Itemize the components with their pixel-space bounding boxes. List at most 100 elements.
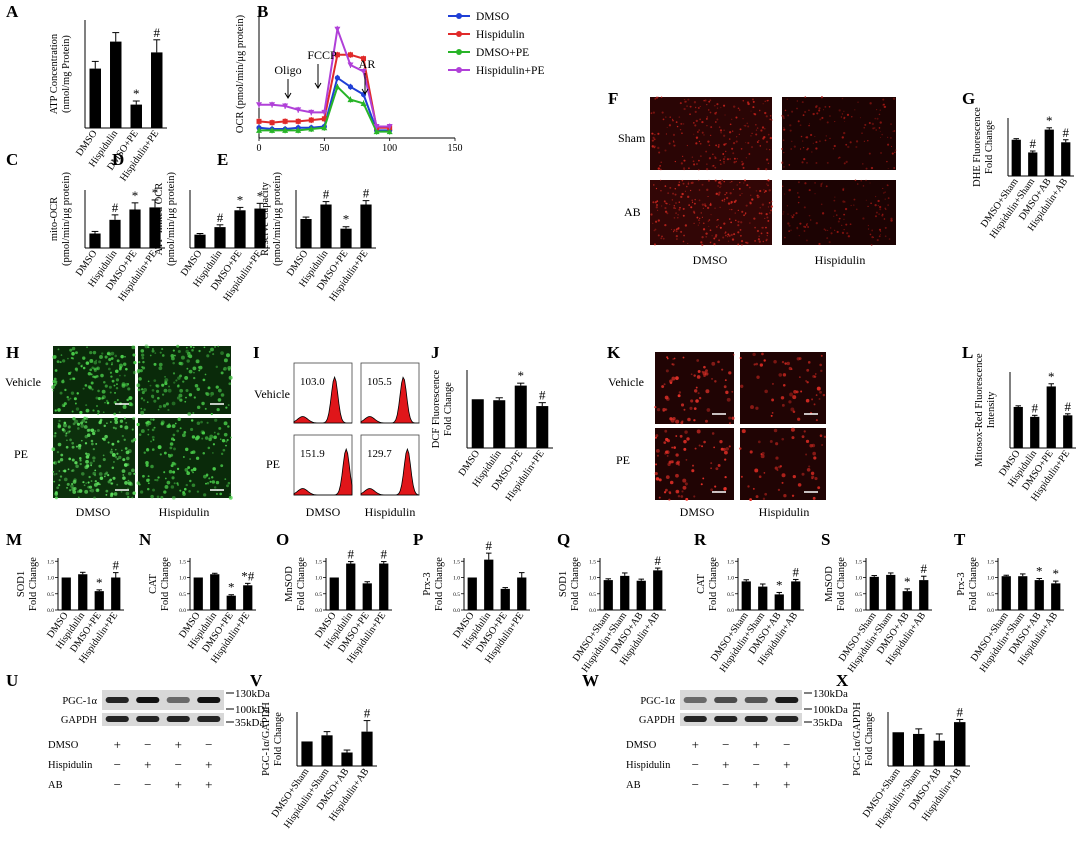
cell-dot xyxy=(686,185,688,188)
y-tick-label: 0.0 xyxy=(589,608,596,614)
cell-dot xyxy=(811,398,814,401)
cell-dot xyxy=(71,377,74,380)
cell-dot xyxy=(85,452,88,455)
cell-dot xyxy=(196,405,201,410)
cell-dot xyxy=(664,450,669,454)
cell-dot xyxy=(781,185,784,187)
cell-dot xyxy=(741,210,744,213)
cell-dot xyxy=(714,156,716,158)
cell-dot xyxy=(761,226,764,229)
cell-dot xyxy=(707,179,710,182)
significance-mark: # xyxy=(348,547,355,562)
cell-dot xyxy=(797,192,799,194)
cell-dot xyxy=(815,141,818,144)
cell-dot xyxy=(147,478,151,482)
cell-dot xyxy=(75,464,79,469)
cell-dot xyxy=(163,388,168,393)
cell-dot xyxy=(740,240,744,243)
cell-dot xyxy=(790,148,793,150)
cell-dot xyxy=(766,180,768,182)
cell-dot xyxy=(715,193,718,195)
cell-dot xyxy=(656,408,661,412)
cell-dot xyxy=(704,372,709,376)
treatment-sign: + xyxy=(175,737,182,752)
cell-dot xyxy=(731,208,733,211)
cell-dot xyxy=(701,236,704,239)
cell-dot xyxy=(713,242,716,246)
cell-dot xyxy=(680,162,683,165)
cell-dot xyxy=(111,362,113,364)
cell-dot xyxy=(878,127,881,129)
cell-dot xyxy=(871,229,874,232)
cell-dot xyxy=(162,490,167,494)
cell-dot xyxy=(759,189,762,193)
band-label: PGC-1α xyxy=(62,696,97,707)
cell-dot xyxy=(705,232,708,235)
cell-dot xyxy=(829,115,831,117)
cell-dot xyxy=(742,100,744,102)
cell-dot xyxy=(76,422,81,426)
cell-dot xyxy=(813,403,816,406)
cell-dot xyxy=(782,213,784,215)
cell-dot xyxy=(843,218,845,220)
treatment-label: Hispidulin xyxy=(48,760,93,771)
cell-dot xyxy=(653,138,656,141)
cell-dot xyxy=(739,128,742,131)
cell-dot xyxy=(874,195,877,198)
cell-dot xyxy=(675,228,678,231)
cell-dot xyxy=(709,111,712,114)
cell-dot xyxy=(72,416,76,421)
cell-dot xyxy=(82,356,86,360)
cell-dot xyxy=(815,419,818,422)
cell-dot xyxy=(680,122,683,125)
annotation-label: Oligo xyxy=(274,63,301,77)
cell-dot xyxy=(71,469,75,472)
cell-dot xyxy=(853,204,855,206)
cell-dot xyxy=(869,233,872,236)
cell-dot xyxy=(228,495,233,500)
cell-dot xyxy=(665,202,667,204)
cell-dot xyxy=(782,139,785,141)
cell-dot xyxy=(731,416,735,420)
cell-dot xyxy=(732,353,735,356)
cell-dot xyxy=(54,409,57,412)
cell-dot xyxy=(719,226,722,229)
cell-dot xyxy=(705,369,708,373)
cell-dot xyxy=(706,104,708,106)
cell-dot xyxy=(83,484,86,487)
cell-dot xyxy=(870,202,872,205)
panel-letter-e: E xyxy=(217,150,228,169)
cell-dot xyxy=(715,225,718,228)
cell-dot xyxy=(182,433,186,438)
data-point xyxy=(347,62,354,69)
cell-dot xyxy=(118,411,121,414)
cell-dot xyxy=(683,439,687,444)
cell-dot xyxy=(115,378,120,382)
cell-dot xyxy=(728,218,731,220)
cell-dot xyxy=(753,217,756,220)
cell-dot xyxy=(210,395,212,397)
panel-letter-j: J xyxy=(431,343,440,362)
bar xyxy=(243,585,253,610)
cell-dot xyxy=(766,183,768,185)
cell-dot xyxy=(723,162,725,164)
cell-dot xyxy=(150,494,154,499)
cell-dot xyxy=(202,451,206,455)
cell-dot xyxy=(810,219,812,221)
treatment-sign: − xyxy=(175,757,182,772)
data-point xyxy=(295,107,302,113)
cell-dot xyxy=(810,133,813,137)
cell-dot xyxy=(153,362,157,366)
cell-dot xyxy=(803,230,806,232)
cell-dot xyxy=(85,404,88,407)
cell-dot xyxy=(96,482,100,486)
cell-dot xyxy=(116,398,119,401)
cell-dot xyxy=(659,164,662,167)
cell-dot xyxy=(874,215,878,218)
cell-dot xyxy=(63,469,67,473)
cell-dot xyxy=(173,381,176,384)
cell-dot xyxy=(820,354,823,357)
cell-dot xyxy=(129,482,134,487)
cell-dot xyxy=(220,351,224,355)
cell-dot xyxy=(204,407,207,410)
